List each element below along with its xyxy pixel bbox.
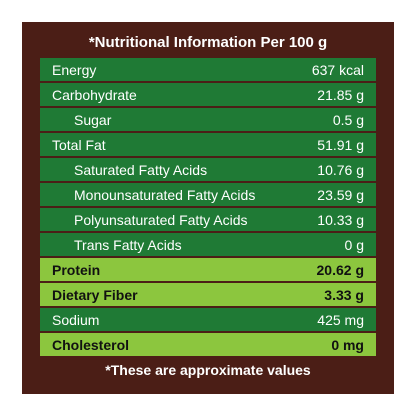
table-row: Dietary Fiber 3.33 g	[40, 283, 376, 306]
table-row: Carbohydrate 21.85 g	[40, 83, 376, 106]
table-row: Total Fat 51.91 g	[40, 133, 376, 156]
nutrient-name: Polyunsaturated Fatty Acids	[74, 211, 248, 228]
nutrient-value: 0 g	[344, 236, 364, 253]
nutrient-name: Total Fat	[52, 136, 106, 153]
nutrient-name: Carbohydrate	[52, 86, 137, 103]
nutrient-value: 20.62 g	[316, 261, 364, 278]
nutrient-value: 637 kcal	[311, 61, 364, 78]
table-row: Protein 20.62 g	[40, 258, 376, 281]
table-row: Sugar 0.5 g	[40, 108, 376, 131]
nutrient-name: Cholesterol	[52, 336, 130, 353]
nutrient-value: 10.33 g	[317, 211, 364, 228]
nutrient-name: Sugar	[74, 111, 112, 128]
table-row: Energy 637 kcal	[40, 58, 376, 81]
table-row: Saturated Fatty Acids 10.76 g	[40, 158, 376, 181]
nutrition-panel: *Nutritional Information Per 100 g Energ…	[22, 22, 394, 394]
footnote: *These are approximate values	[105, 362, 311, 378]
table-row: Sodium 425 mg	[40, 308, 376, 331]
nutrient-name: Energy	[52, 61, 97, 78]
nutrient-value: 3.33 g	[324, 286, 364, 303]
nutrient-value: 425 mg	[317, 311, 364, 328]
nutrition-table: Energy 637 kcal Carbohydrate 21.85 g Sugar 0.…	[40, 58, 376, 358]
nutrient-name: Dietary Fiber	[52, 286, 138, 303]
nutrient-value: 10.76 g	[317, 161, 364, 178]
nutrient-name: Sodium	[52, 311, 100, 328]
table-row: Monounsaturated Fatty Acids 23.59 g	[40, 183, 376, 206]
nutrient-value: 0 mg	[331, 336, 364, 353]
nutrient-name: Monounsaturated Fatty Acids	[74, 186, 256, 203]
table-row: Polyunsaturated Fatty Acids 10.33 g	[40, 208, 376, 231]
nutrient-value: 21.85 g	[317, 86, 364, 103]
nutrient-value: 23.59 g	[317, 186, 364, 203]
table-row: Cholesterol 0 mg	[40, 333, 376, 356]
nutrient-value: 0.5 g	[332, 111, 364, 128]
nutrient-name: Protein	[52, 261, 101, 278]
nutrient-name: Saturated Fatty Acids	[74, 161, 208, 178]
table-row: Trans Fatty Acids 0 g	[40, 233, 376, 256]
title: *Nutritional Information Per 100 g	[88, 34, 328, 51]
nutrient-value: 51.91 g	[317, 136, 364, 153]
nutrient-name: Trans Fatty Acids	[74, 236, 182, 253]
